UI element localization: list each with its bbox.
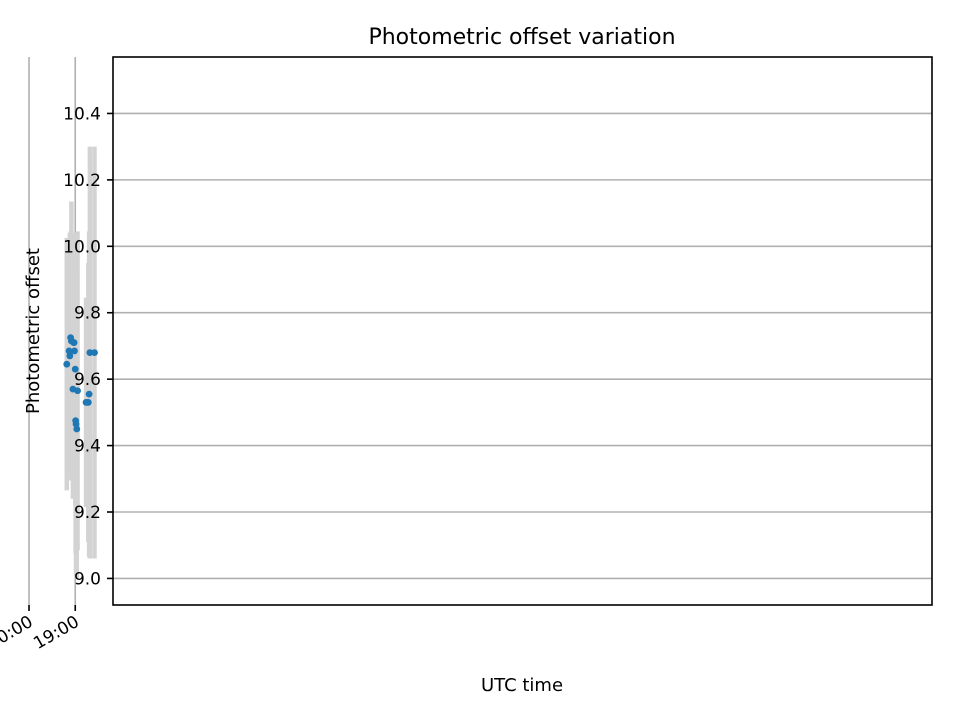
y-tick-label: 9.6 xyxy=(74,370,101,390)
chart-title: Photometric offset variation xyxy=(368,25,675,50)
y-tick-label: 10.4 xyxy=(63,104,101,124)
x-tick-label: 20:00 xyxy=(0,612,37,654)
data-point xyxy=(65,347,73,355)
y-axis-label: Photometric offset xyxy=(23,248,44,414)
data-point xyxy=(67,334,75,342)
y-tick-label: 9.2 xyxy=(74,503,101,523)
data-points xyxy=(63,334,98,433)
x-axis-label: UTC time xyxy=(481,675,563,696)
y-axis-ticks: 9.0 9.2 9.4 9.6 9.8 10.0 10.2 10.4 xyxy=(63,104,113,589)
y-tick-label: 9.4 xyxy=(74,437,101,457)
y-tick-label: 9.8 xyxy=(74,304,101,324)
grid xyxy=(28,57,932,605)
data-point xyxy=(71,347,78,355)
data-point xyxy=(85,390,93,398)
y-tick-label: 10.0 xyxy=(63,237,101,257)
data-point xyxy=(63,360,71,368)
data-point xyxy=(73,425,81,433)
data-point xyxy=(66,352,74,360)
data-point xyxy=(86,349,94,356)
data-point xyxy=(69,385,77,393)
data-point xyxy=(82,399,90,406)
plot-frame xyxy=(112,56,933,606)
data-point xyxy=(71,365,79,373)
x-tick-label: 19:00 xyxy=(30,612,82,654)
y-tick-label: 9.0 xyxy=(74,569,101,589)
y-tick-label: 10.2 xyxy=(63,171,101,191)
data-point xyxy=(72,417,80,425)
